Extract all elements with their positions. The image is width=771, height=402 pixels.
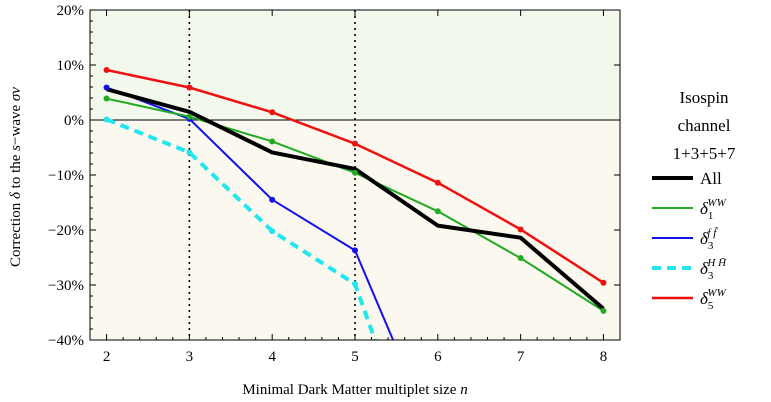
x-tick-label: 5: [351, 349, 359, 365]
data-point-d3hh: [269, 228, 276, 235]
legend-label-d5ww: δ5WW: [700, 287, 727, 312]
ticks-layer: 2 3 4 5 6 7 8 20% 10% 0% −10% −20% −30% −40%: [48, 3, 621, 365]
data-point-d5ww: [269, 109, 276, 116]
y-tick-label: −40%: [48, 333, 84, 349]
y-tick-label: −10%: [48, 168, 84, 184]
data-point-d5ww: [600, 279, 607, 286]
plot-background-lower: [90, 120, 620, 340]
y-tick-label: −20%: [48, 223, 84, 239]
x-tick-label: 4: [268, 349, 276, 365]
series-line-all: [106, 87, 605, 311]
grid-layer: [90, 10, 620, 340]
legend-label-d3ff: δ3f f̄: [700, 227, 718, 252]
data-point-d1ww: [352, 169, 358, 176]
x-tick-label: 6: [434, 349, 442, 365]
x-tick-label: 3: [186, 349, 194, 365]
data-point-d1ww: [600, 307, 607, 314]
legend-title-line-1: Isospin: [679, 88, 729, 107]
data-point-d3ff: [269, 196, 276, 203]
legend-title-line-3: 1+3+5+7: [673, 144, 736, 163]
legend-label-all: All: [700, 169, 722, 188]
data-point-d3ff: [352, 247, 358, 254]
data-point-d3hh: [352, 280, 358, 287]
data-point-d1ww: [186, 113, 193, 120]
data-point-d3ff: [103, 84, 110, 91]
data-point-d5ww: [352, 140, 358, 147]
data-point-d3hh: [103, 116, 110, 123]
x-tick-label: 7: [517, 349, 525, 365]
data-point-d5ww: [434, 179, 441, 186]
legend: Isospin channel 1+3+5+7 All δ1WW δ3f f̄ δ3H…: [652, 88, 736, 312]
y-axis-title: Correction δ to the s−wave σv: [8, 87, 24, 267]
data-point-d1ww: [103, 95, 110, 102]
data-point-d5ww: [186, 84, 193, 91]
y-tick-label: −30%: [48, 278, 84, 294]
data-point-d3hh: [186, 149, 193, 156]
y-tick-label: 0%: [64, 113, 84, 129]
y-tick-label: 10%: [57, 58, 85, 74]
legend-label-d1ww: δ1WW: [700, 197, 727, 222]
data-point-d1ww: [269, 138, 276, 145]
legend-title-line-2: channel: [678, 116, 731, 135]
data-point-d1ww: [434, 208, 441, 215]
legend-label-d3hh: δ3H H̄: [700, 257, 727, 282]
data-point-d5ww: [103, 66, 110, 73]
y-tick-label: 20%: [57, 3, 85, 19]
data-point-d1ww: [517, 255, 524, 262]
x-axis-title: Minimal Dark Matter multiplet size n: [242, 382, 467, 398]
data-point-d5ww: [517, 226, 524, 233]
x-tick-label: 8: [600, 349, 608, 365]
marker-layer: [103, 66, 607, 314]
x-tick-label: 2: [103, 349, 111, 365]
